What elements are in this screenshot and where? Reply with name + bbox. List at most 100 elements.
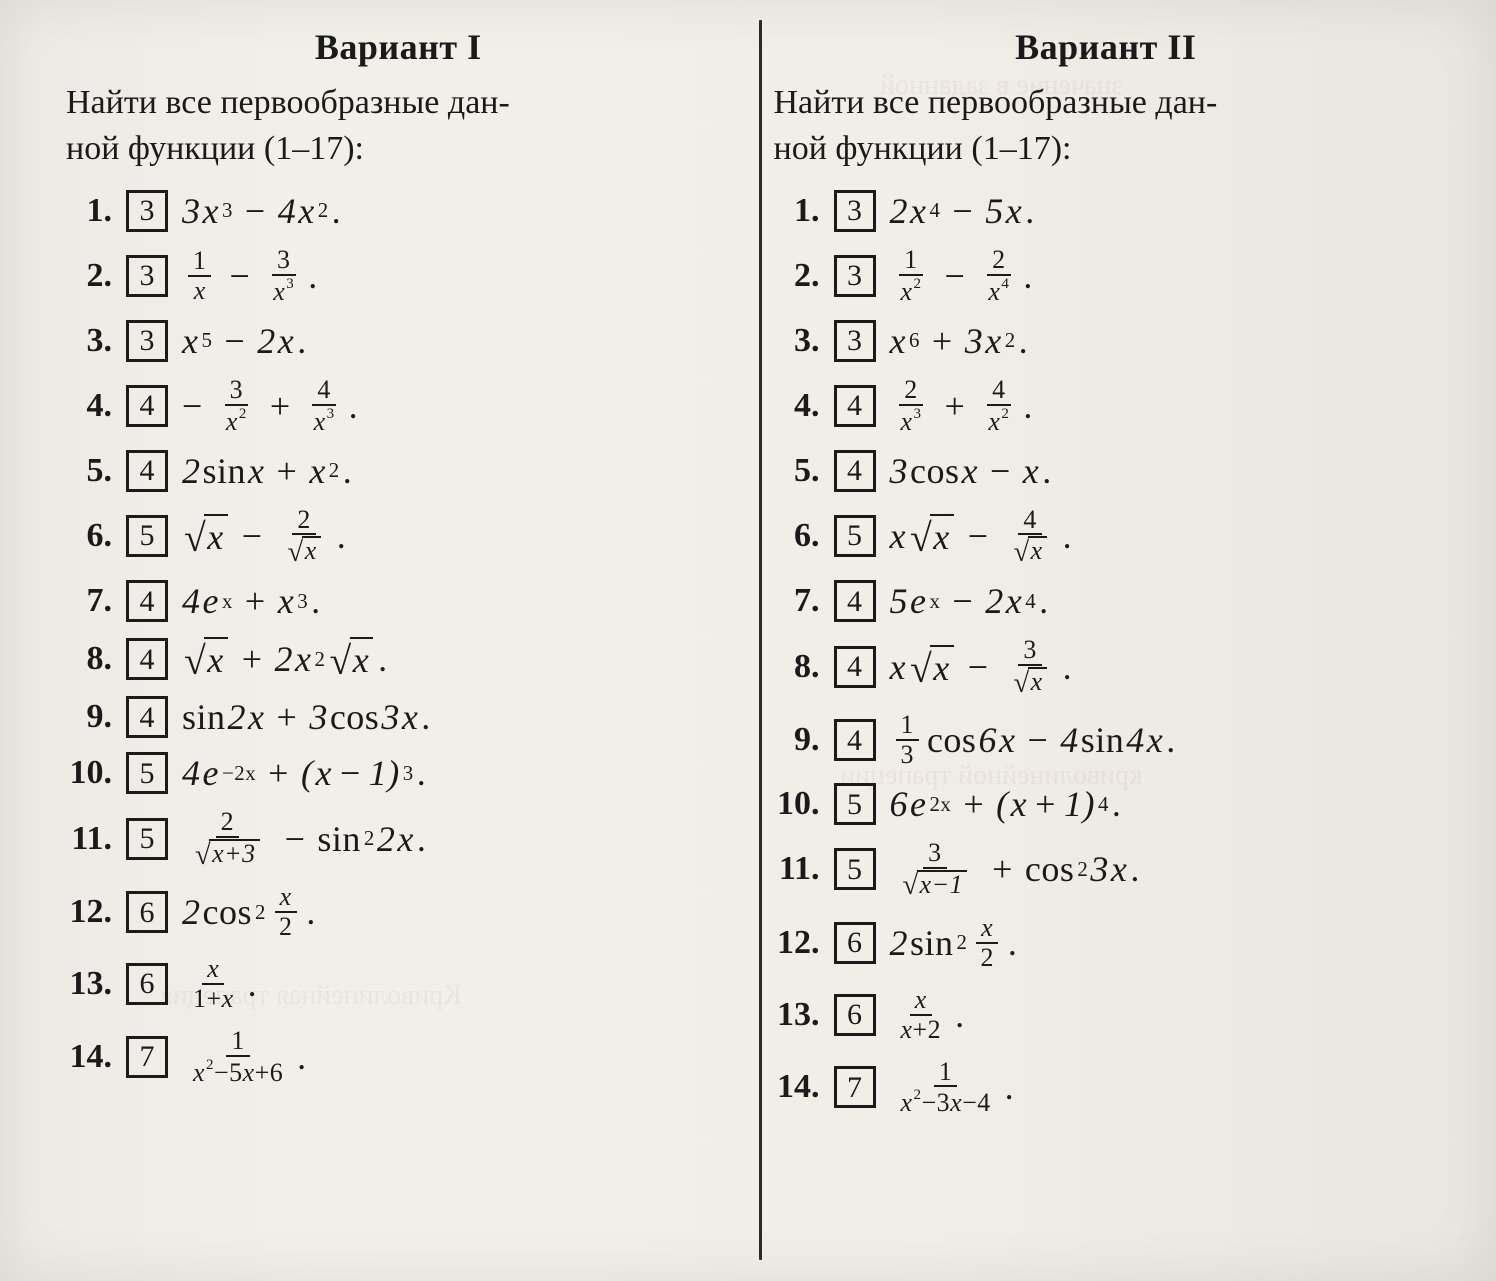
list-item: 9. 4 sin 2x+3 cos 3x. bbox=[66, 696, 731, 738]
list-item: 8.4x+2x2x. bbox=[66, 636, 731, 682]
item-number: 14. bbox=[66, 1038, 112, 1076]
list-item: 7. 4 4ex+x3. bbox=[66, 580, 731, 622]
item-number: 11. bbox=[774, 850, 820, 888]
list-item: 9.413 cos 6x−4 sin 4x. bbox=[774, 711, 1439, 769]
difficulty-badge: 4 bbox=[126, 450, 168, 492]
page-scan: значение в заданной Криволинейная трапец… bbox=[0, 0, 1496, 1281]
column-right: Вариант II Найти все первообразные дан- … bbox=[768, 20, 1467, 1271]
list-item: 7.45ex−2x4. bbox=[774, 580, 1439, 622]
item-number: 8. bbox=[774, 648, 820, 686]
item-number: 4. bbox=[66, 387, 112, 425]
list-item: 12. 6 2 sin2 x2. bbox=[774, 914, 1439, 972]
difficulty-badge: 5 bbox=[834, 783, 876, 825]
difficulty-badge: 4 bbox=[126, 385, 168, 427]
list-item: 13.6x1+x. bbox=[66, 955, 731, 1013]
difficulty-badge: 5 bbox=[834, 848, 876, 890]
difficulty-badge: 5 bbox=[834, 515, 876, 557]
item-number: 5. bbox=[66, 452, 112, 490]
item-number: 8. bbox=[66, 640, 112, 678]
item-number: 10. bbox=[774, 785, 820, 823]
expression: 4e−2x+(x−1)3. bbox=[182, 752, 426, 794]
expression: 2 sin x+x2. bbox=[182, 450, 352, 492]
difficulty-badge: 3 bbox=[834, 190, 876, 232]
difficulty-badge: 6 bbox=[834, 994, 876, 1036]
variant-title-left: Вариант I bbox=[66, 26, 731, 68]
item-number: 9. bbox=[66, 698, 112, 736]
column-left: Вариант I Найти все первообразные дан- н… bbox=[60, 20, 759, 1271]
item-number: 1. bbox=[774, 192, 820, 230]
item-number: 1. bbox=[66, 192, 112, 230]
list-item: 11.53x−1+cos2 3x. bbox=[774, 839, 1439, 900]
expression: 2 sin2 x2. bbox=[890, 914, 1018, 972]
expression: 1x2−5x+6. bbox=[182, 1027, 307, 1087]
item-number: 10. bbox=[66, 754, 112, 792]
expression: 2x+3−sin2 2x. bbox=[182, 808, 426, 869]
difficulty-badge: 4 bbox=[834, 450, 876, 492]
expression: 5ex−2x4. bbox=[890, 580, 1049, 622]
item-number: 6. bbox=[774, 517, 820, 555]
item-number: 7. bbox=[66, 582, 112, 620]
item-number: 12. bbox=[66, 893, 112, 931]
difficulty-badge: 6 bbox=[834, 922, 876, 964]
prompt-left-line2: ной функции (1–17): bbox=[66, 130, 364, 167]
list-item: 2.31x−3x3. bbox=[66, 246, 731, 306]
expression: 13 cos 6x−4 sin 4x. bbox=[890, 711, 1176, 769]
difficulty-badge: 6 bbox=[126, 963, 168, 1005]
item-number: 12. bbox=[774, 924, 820, 962]
item-number: 3. bbox=[774, 322, 820, 360]
expression: x1+x. bbox=[182, 955, 257, 1013]
expression: 2x4−5x. bbox=[890, 190, 1035, 232]
list-item: 12. 6 2 cos2 x2. bbox=[66, 883, 731, 941]
expression: x5−2x. bbox=[182, 320, 307, 362]
item-number: 2. bbox=[66, 257, 112, 295]
expression: xx−3x. bbox=[890, 636, 1073, 697]
difficulty-badge: 6 bbox=[126, 891, 168, 933]
difficulty-badge: 4 bbox=[126, 580, 168, 622]
expression: 2 cos2 x2. bbox=[182, 883, 316, 941]
difficulty-badge: 3 bbox=[834, 255, 876, 297]
prompt-right-line1: Найти все первообразные дан- bbox=[774, 84, 1218, 121]
list-item: 4.42x3+4x2. bbox=[774, 376, 1439, 436]
list-item: 3.3x5−2x. bbox=[66, 320, 731, 362]
list-item: 8. 4 xx−3x. bbox=[774, 636, 1439, 697]
list-item: 3.3x6+3x2. bbox=[774, 320, 1439, 362]
item-number: 4. bbox=[774, 387, 820, 425]
difficulty-badge: 4 bbox=[834, 580, 876, 622]
item-number: 6. bbox=[66, 517, 112, 555]
expression: 4ex+x3. bbox=[182, 580, 321, 622]
column-divider bbox=[759, 20, 762, 1260]
list-item: 1.33x3−4x2. bbox=[66, 190, 731, 232]
difficulty-badge: 4 bbox=[126, 696, 168, 738]
prompt-right: Найти все первообразные дан- ной функции… bbox=[774, 80, 1439, 172]
expression: x−2x. bbox=[182, 506, 346, 567]
expression: 1x2−3x−4. bbox=[890, 1058, 1015, 1118]
difficulty-badge: 5 bbox=[126, 515, 168, 557]
difficulty-badge: 4 bbox=[834, 719, 876, 761]
difficulty-badge: 3 bbox=[126, 255, 168, 297]
difficulty-badge: 3 bbox=[834, 320, 876, 362]
expression: xx+2. bbox=[890, 986, 965, 1044]
item-number: 5. bbox=[774, 452, 820, 490]
prompt-left: Найти все первообразные дан- ной функции… bbox=[66, 80, 731, 172]
list-item: 11. 5 2x+3−sin2 2x. bbox=[66, 808, 731, 869]
expression: 6e2x+(x+1)4. bbox=[890, 783, 1122, 825]
difficulty-badge: 5 bbox=[126, 818, 168, 860]
list-item: 14. 7 1x2−3x−4. bbox=[774, 1058, 1439, 1118]
difficulty-badge: 4 bbox=[834, 646, 876, 688]
expression: 2x3+4x2. bbox=[890, 376, 1033, 436]
item-number: 11. bbox=[66, 820, 112, 858]
prompt-right-line2: ной функции (1–17): bbox=[774, 130, 1072, 167]
two-column-layout: Вариант I Найти все первообразные дан- н… bbox=[60, 20, 1466, 1271]
expression: 3 cos x−x. bbox=[890, 450, 1052, 492]
expression: −3x2+4x3. bbox=[182, 376, 358, 436]
list-item: 2.31x2−2x4. bbox=[774, 246, 1439, 306]
list-item: 13.6xx+2. bbox=[774, 986, 1439, 1044]
prompt-left-line1: Найти все первообразные дан- bbox=[66, 84, 510, 121]
item-number: 3. bbox=[66, 322, 112, 360]
expression: sin 2x+3 cos 3x. bbox=[182, 696, 431, 738]
list-item: 6.5xx−4x. bbox=[774, 506, 1439, 567]
item-number: 14. bbox=[774, 1068, 820, 1106]
difficulty-badge: 7 bbox=[126, 1036, 168, 1078]
difficulty-badge: 7 bbox=[834, 1066, 876, 1108]
expression: x+2x2x. bbox=[182, 636, 388, 682]
